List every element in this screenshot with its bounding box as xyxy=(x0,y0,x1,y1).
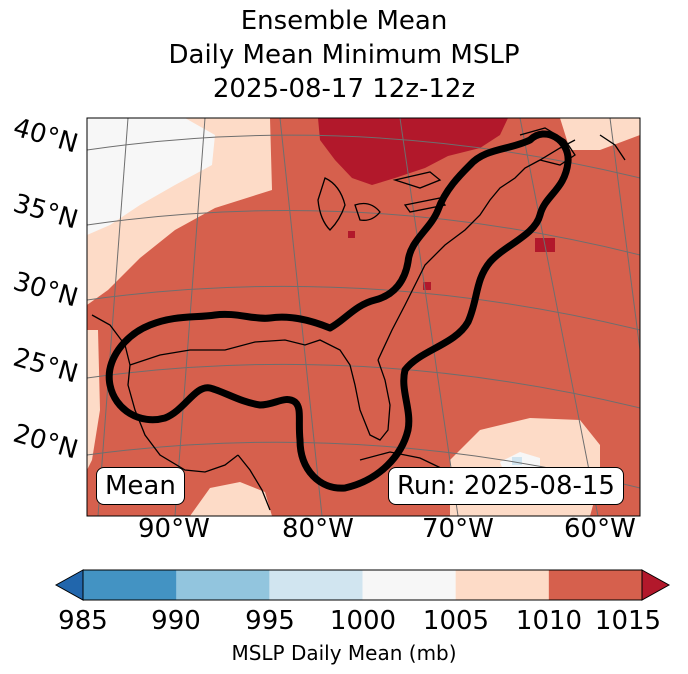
run-date-box: Run: 2025-08-15 xyxy=(388,467,624,505)
pressure-field-995-se xyxy=(512,457,522,465)
pressure-field-1005-west xyxy=(87,330,100,470)
colorbar-segment-0 xyxy=(83,570,177,600)
colorbar-over-arrow xyxy=(641,569,671,601)
pressure-field-1005-ne xyxy=(560,118,640,150)
colorbar-segment-3 xyxy=(362,570,457,600)
lon-label-90w: 90°W xyxy=(138,514,210,544)
pressure-field-1015-patch-3 xyxy=(423,282,431,290)
pressure-field-1005-sw xyxy=(190,482,272,516)
map-frame xyxy=(86,117,641,517)
pressure-field-1015-north xyxy=(318,118,508,185)
colorbar-tick-0: 985 xyxy=(58,606,108,636)
colorbar-segment-4 xyxy=(455,570,550,600)
colorbar-tick-1: 990 xyxy=(151,606,201,636)
colorbar-segment-1 xyxy=(176,570,270,600)
lon-label-60w: 60°W xyxy=(564,514,636,544)
colorbar-segment-5 xyxy=(548,570,643,600)
lon-label-80w: 80°W xyxy=(282,514,354,544)
colorbar xyxy=(54,569,671,601)
colorbar-label: MSLP Daily Mean (mb) xyxy=(231,641,457,665)
title-line-2: Daily Mean Minimum MSLP xyxy=(168,40,520,70)
lon-label-70w: 70°W xyxy=(422,514,494,544)
colorbar-tick-5: 1010 xyxy=(515,606,583,636)
colorbar-tick-2: 995 xyxy=(245,606,295,636)
map-plot-area xyxy=(87,118,640,516)
pressure-field-1000-nw xyxy=(87,118,215,235)
ensemble-contour-outline xyxy=(105,130,572,492)
title-line-1: Ensemble Mean xyxy=(240,6,448,36)
colorbar-segment-2 xyxy=(269,570,363,600)
latitude-lines xyxy=(87,134,640,489)
colorbar-tick-6: 1015 xyxy=(594,606,662,636)
pressure-field-1015-patch-2 xyxy=(348,231,355,238)
colorbar-tick-4: 1005 xyxy=(422,606,490,636)
colorbar-frame xyxy=(82,569,643,601)
mean-label-box: Mean xyxy=(96,467,185,505)
title-line-3: 2025-08-17 12z-12z xyxy=(212,74,476,104)
colorbar-tick-3: 1000 xyxy=(329,606,397,636)
colorbar-under-arrow xyxy=(54,569,84,601)
